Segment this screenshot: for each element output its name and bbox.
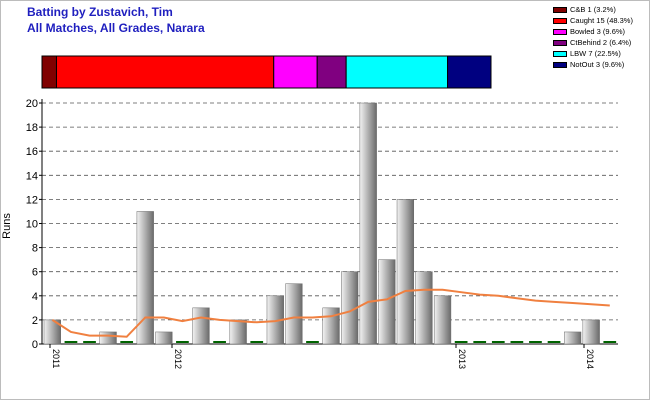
innings-bar [136, 211, 154, 345]
legend-swatch [553, 50, 567, 57]
legend-swatch [553, 17, 567, 24]
innings-bar [582, 319, 600, 345]
innings-bar [192, 307, 210, 345]
legend-swatch [553, 61, 567, 68]
dismissal-segment [447, 55, 492, 89]
innings-bar [378, 259, 396, 345]
average-line [51, 288, 610, 338]
innings-bar [229, 319, 247, 345]
innings-bar [415, 271, 433, 345]
y-tick-label: 4 [32, 291, 38, 303]
innings-bar [322, 307, 340, 345]
legend-item-bowled: Bowled 3 (9.6%) [553, 26, 633, 37]
x-tick-label: 2013 [457, 349, 467, 369]
dismissal-segment [55, 55, 275, 89]
y-tick-label: 0 [32, 339, 38, 351]
x-tick-label: 2012 [173, 349, 183, 369]
legend-label: C&B 1 (3.2%) [570, 5, 616, 14]
y-tick-label: 16 [26, 146, 38, 158]
y-tick-label: 2 [32, 315, 38, 327]
innings-bar [285, 283, 303, 345]
legend-item-lbw: LBW 7 (22.5%) [553, 48, 633, 59]
legend-swatch [553, 28, 567, 35]
dismissal-segment [316, 55, 347, 89]
legend: C&B 1 (3.2%) Caught 15 (48.3%) Bowled 3 … [553, 4, 633, 70]
y-tick-label: 8 [32, 243, 38, 255]
innings-bar [99, 331, 117, 345]
legend-label: Bowled 3 (9.6%) [570, 27, 626, 36]
legend-swatch [553, 6, 567, 13]
x-tick-label: 2014 [585, 349, 595, 369]
legend-label: Caught 15 (48.3%) [570, 16, 633, 25]
innings-bar [359, 102, 377, 345]
legend-label: NotOut 3 (9.6%) [570, 60, 625, 69]
dismissal-segment [41, 55, 57, 89]
y-tick-label: 20 [26, 98, 38, 110]
chart-title: Batting by Zustavich, Tim [27, 5, 173, 19]
x-tick-label: 2011 [51, 349, 61, 368]
chart-subtitle: All Matches, All Grades, Narara [27, 21, 205, 35]
innings-bar [396, 199, 415, 345]
legend-swatch [553, 39, 567, 46]
legend-item-cb: C&B 1 (3.2%) [553, 4, 633, 15]
legend-item-ctbehind: CtBehind 2 (6.4%) [553, 37, 633, 48]
legend-label: LBW 7 (22.5%) [570, 49, 621, 58]
y-tick-label: 10 [26, 219, 38, 231]
legend-item-caught: Caught 15 (48.3%) [553, 15, 633, 26]
dismissal-segment [345, 55, 449, 89]
legend-item-notout: NotOut 3 (9.6%) [553, 59, 633, 70]
y-tick-label: 6 [32, 267, 38, 279]
y-tick-label: 14 [26, 170, 38, 182]
legend-label: CtBehind 2 (6.4%) [570, 38, 632, 47]
innings-bar [564, 331, 582, 345]
y-tick-label: 12 [26, 194, 38, 206]
innings-bar [433, 295, 452, 345]
y-tick-label: 18 [26, 122, 38, 134]
dismissal-segment [273, 55, 318, 89]
innings-bar [155, 331, 173, 345]
